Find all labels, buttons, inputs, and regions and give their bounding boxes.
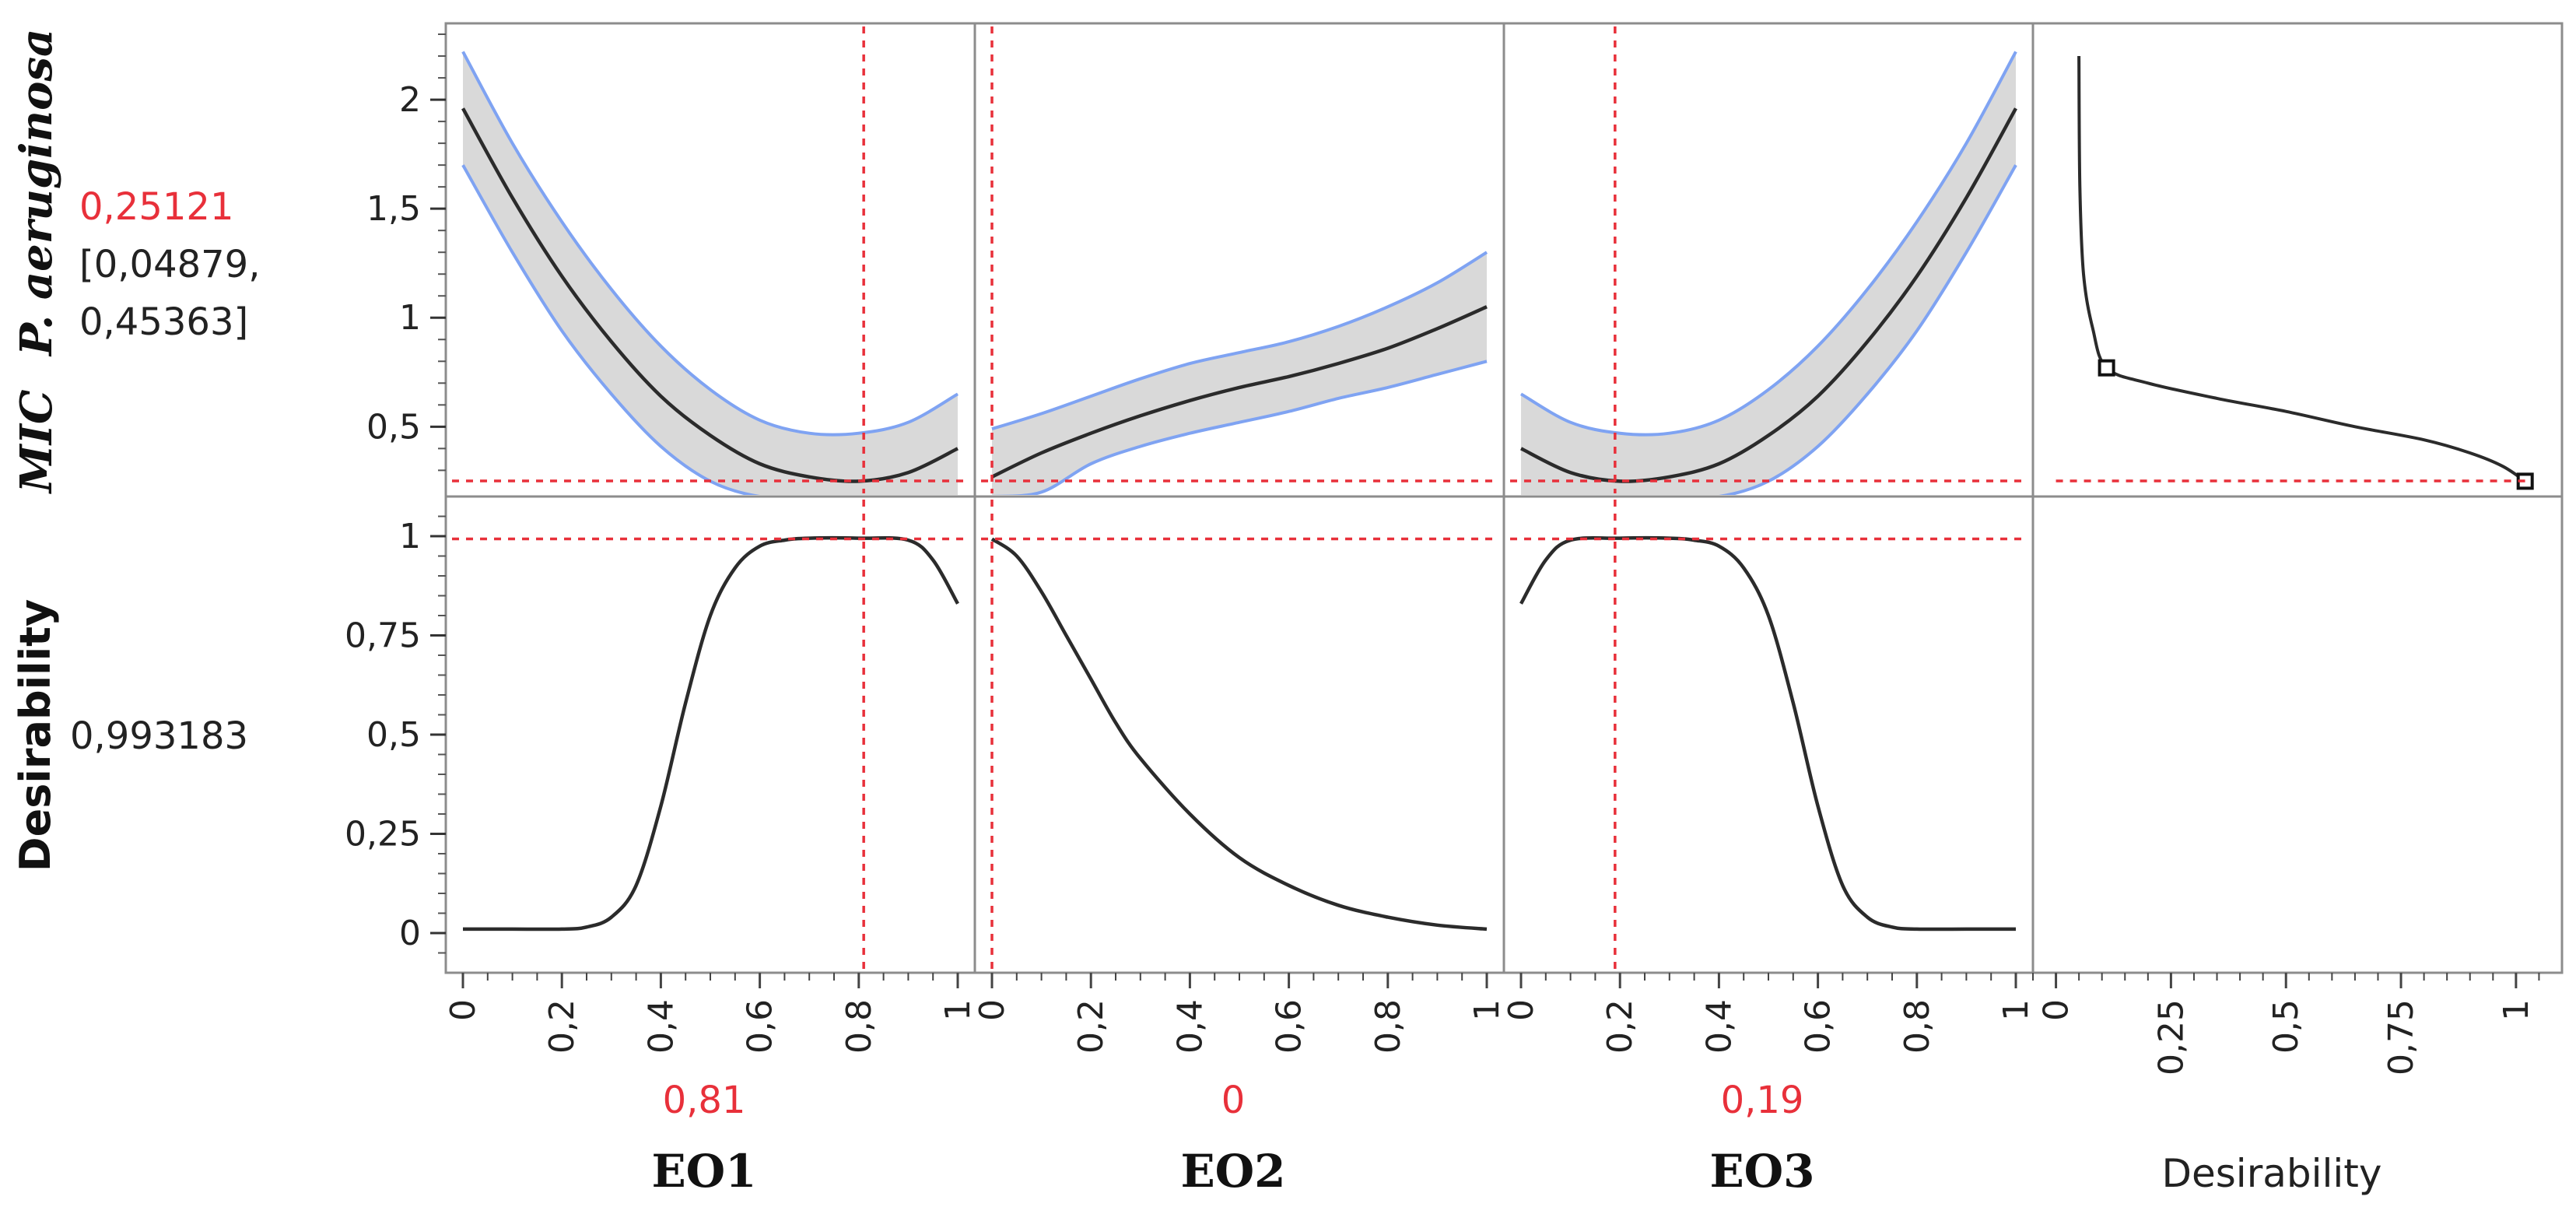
panel-frame-des-eo2 [973, 495, 1505, 974]
desirability-curve-eo1 [462, 535, 959, 932]
desirability-x-tick-label: 1 [2497, 999, 2536, 1021]
desirability-y-tick-label: 0,5 [366, 715, 421, 755]
eo3-x-tick-label: 0,4 [1699, 999, 1739, 1054]
mic-predicted-value: 0,25121 [79, 185, 234, 229]
desirability-y-tick-label: 0 [399, 914, 421, 953]
eo3-axis-title: EO3 [1709, 1145, 1814, 1198]
mic-label: MIC [11, 389, 62, 494]
mic-prediction-curve-eo1 [461, 107, 959, 483]
desirability-axis-title: Desirability [2161, 1151, 2381, 1196]
mic-y-tick-label: 1,5 [366, 189, 421, 229]
mic-upper-ci-line-eo3 [1519, 51, 2017, 437]
eo3-current-value: 0,19 [1721, 1079, 1804, 1122]
eo1-x-tick-label: 0,6 [741, 999, 780, 1054]
eo2-x-tick-label: 1 [1467, 999, 1507, 1021]
desirability-x-tick-label: 0,75 [2381, 999, 2421, 1075]
eo3-x-tick-label: 0,6 [1799, 999, 1838, 1054]
desirability-curve-eo2 [990, 537, 1488, 932]
species-label: P. aeruginosa [11, 29, 62, 357]
eo2-axis-title: EO2 [1180, 1145, 1285, 1198]
eo3-x-tick-label: 0 [1502, 999, 1541, 1021]
mic-y-tick-label: 2 [399, 80, 421, 120]
eo1-x-tick-label: 1 [938, 999, 978, 1021]
eo3-x-tick-label: 0,8 [1898, 999, 1937, 1054]
desirability-x-tick-label: 0 [2037, 999, 2077, 1021]
panel-frame-mic-desirability [2031, 22, 2564, 498]
mic-ci-band-eo2 [992, 252, 1487, 495]
eo2-current-value: 0 [1221, 1079, 1246, 1122]
mic-response-label: MIC P. aeruginosa [11, 29, 62, 495]
eo1-x-tick-label: 0,2 [542, 999, 582, 1054]
mic-upper-ci-line-eo1 [461, 51, 959, 437]
mic-ci-upper-label: 0,45363] [79, 300, 248, 344]
eo2-x-tick-label: 0,4 [1170, 999, 1210, 1054]
eo1-x-tick-label: 0 [443, 999, 483, 1021]
desirability-handle-1[interactable] [2098, 359, 2115, 377]
desirability-x-tick-label: 0,5 [2266, 999, 2306, 1054]
mic-ci-lower-label: [0,04879, [79, 243, 260, 286]
desirability-predicted-value: 0,993183 [70, 714, 248, 758]
mic-lower-ci-line-eo2 [991, 360, 1488, 495]
mic-upper-ci-line-eo2 [991, 251, 1488, 431]
eo1-current-value: 0,81 [663, 1079, 746, 1122]
mic-y-tick-label: 1 [399, 298, 421, 338]
desirability-y-tick-label: 0,25 [345, 815, 421, 854]
desirability-y-tick-label: 0,75 [345, 616, 421, 656]
eo2-x-tick-label: 0 [973, 999, 1012, 1021]
mic-lower-ci-line-eo1 [461, 164, 958, 495]
eo2-x-tick-label: 0,8 [1369, 999, 1408, 1054]
mic-prediction-curve-eo2 [991, 305, 1488, 479]
desirability-response-label: Desirability [11, 599, 60, 872]
eo1-x-tick-label: 0,4 [641, 999, 681, 1054]
desirability-curve-eo3 [1519, 535, 2016, 932]
eo1-x-tick-label: 0,8 [839, 999, 879, 1054]
desirability-y-tick-label: 1 [399, 517, 421, 556]
eo1-axis-title: EO1 [651, 1145, 756, 1198]
eo3-x-tick-label: 1 [1996, 999, 2036, 1021]
desirability-function-curve [2077, 55, 2526, 483]
eo3-x-tick-label: 0,2 [1600, 999, 1640, 1054]
panel-frame-des-eo3 [1502, 495, 2035, 974]
eo2-x-tick-label: 0,2 [1071, 999, 1111, 1054]
eo2-x-tick-label: 0,6 [1270, 999, 1309, 1054]
mic-lower-ci-line-eo3 [1520, 164, 2017, 495]
desirability-x-tick-label: 0,25 [2151, 999, 2191, 1075]
panel-frame-empty [2031, 495, 2564, 974]
panel-frame-des-eo1 [444, 495, 976, 974]
mic-y-tick-label: 0,5 [366, 407, 421, 447]
